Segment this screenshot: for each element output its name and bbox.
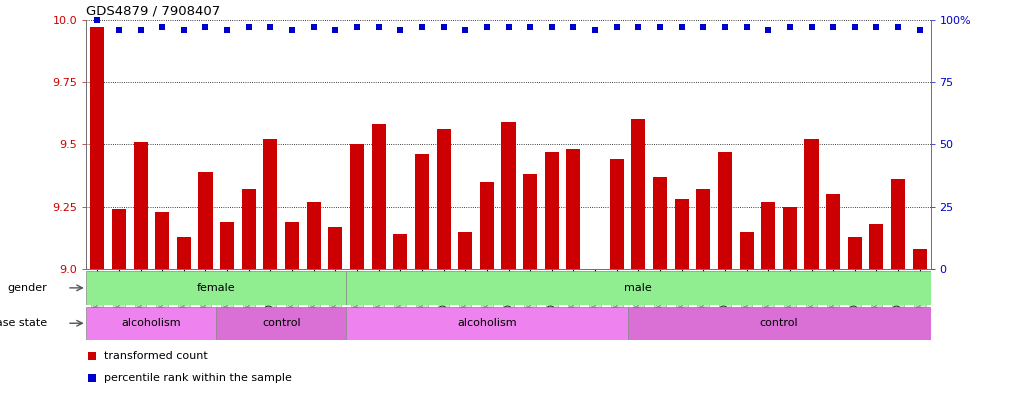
Bar xyxy=(912,249,926,269)
Bar xyxy=(566,149,581,269)
Text: transformed count: transformed count xyxy=(105,351,208,361)
Bar xyxy=(371,125,385,269)
Bar xyxy=(609,160,623,269)
Bar xyxy=(285,222,299,269)
Bar xyxy=(545,152,558,269)
Bar xyxy=(91,27,105,269)
Bar xyxy=(86,307,217,340)
Text: gender: gender xyxy=(8,283,48,293)
Bar xyxy=(697,189,710,269)
Bar xyxy=(870,224,884,269)
Bar xyxy=(217,307,346,340)
Bar xyxy=(133,142,147,269)
Bar xyxy=(220,222,234,269)
Text: control: control xyxy=(760,318,798,328)
Bar xyxy=(350,144,364,269)
Text: GDS4879 / 7908407: GDS4879 / 7908407 xyxy=(86,4,221,17)
Bar xyxy=(436,129,451,269)
Bar xyxy=(848,237,861,269)
Bar xyxy=(263,140,278,269)
Text: disease state: disease state xyxy=(0,318,48,328)
Bar xyxy=(177,237,191,269)
Bar xyxy=(653,177,667,269)
Bar xyxy=(627,307,931,340)
Bar xyxy=(242,189,256,269)
Bar xyxy=(632,119,646,269)
Bar xyxy=(501,122,516,269)
Bar xyxy=(718,152,732,269)
Bar xyxy=(826,194,840,269)
Bar xyxy=(674,199,689,269)
Bar xyxy=(415,154,429,269)
Bar xyxy=(783,207,797,269)
Bar xyxy=(112,209,126,269)
Text: percentile rank within the sample: percentile rank within the sample xyxy=(105,373,292,383)
Bar xyxy=(394,234,408,269)
Text: alcoholism: alcoholism xyxy=(457,318,517,328)
Bar xyxy=(891,179,905,269)
Bar xyxy=(739,232,754,269)
Bar xyxy=(156,212,169,269)
Bar xyxy=(307,202,320,269)
Text: female: female xyxy=(197,283,236,293)
Bar xyxy=(480,182,494,269)
Text: alcoholism: alcoholism xyxy=(122,318,181,328)
Bar xyxy=(86,271,346,305)
Bar xyxy=(198,172,213,269)
Bar xyxy=(804,140,819,269)
Text: control: control xyxy=(262,318,301,328)
Bar xyxy=(346,271,931,305)
Bar xyxy=(346,307,627,340)
Bar xyxy=(523,174,537,269)
Text: male: male xyxy=(624,283,652,293)
Bar xyxy=(328,227,343,269)
Bar xyxy=(459,232,472,269)
Bar xyxy=(761,202,775,269)
